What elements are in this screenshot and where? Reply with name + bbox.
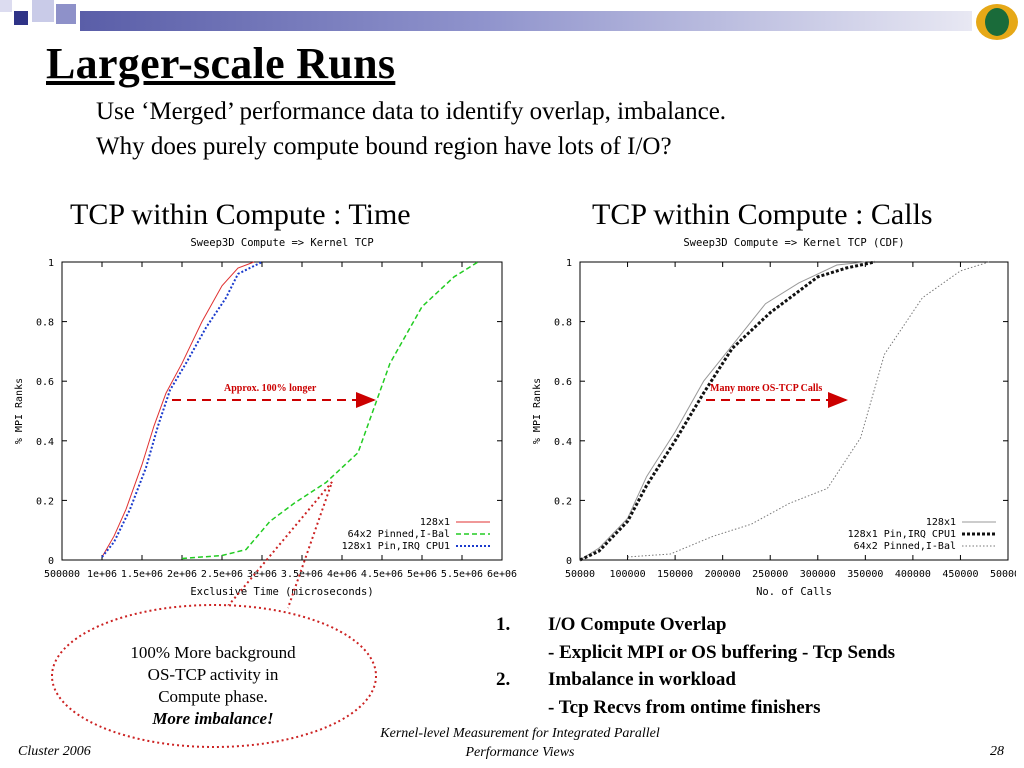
y-tick-label: 0.8 bbox=[554, 318, 572, 329]
footer-conference: Cluster 2006 bbox=[18, 744, 91, 759]
y-axis-label: % MPI Ranks bbox=[14, 378, 25, 444]
callout-line-3: Compute phase. bbox=[158, 687, 268, 706]
callout-text: 100% More background OS-TCP activity in … bbox=[88, 642, 338, 730]
header-decoration bbox=[0, 0, 80, 34]
x-tick-label: 5e+06 bbox=[407, 569, 437, 580]
plot-frame bbox=[579, 261, 1009, 561]
x-tick-label: 2e+06 bbox=[167, 569, 197, 580]
x-axis-label: Exclusive Time (microseconds) bbox=[190, 586, 373, 598]
y-tick-label: 0 bbox=[48, 556, 54, 567]
note-1-text: I/O Compute Overlap bbox=[548, 614, 727, 635]
right-annotation-label: Many more OS-TCP Calls bbox=[710, 383, 822, 394]
x-tick-label: 6e+06 bbox=[487, 569, 517, 580]
x-tick-label: 3e+06 bbox=[247, 569, 277, 580]
x-tick-label: 2.5e+06 bbox=[201, 569, 243, 580]
page-number: 28 bbox=[990, 744, 1004, 759]
series-line-2 bbox=[579, 260, 876, 562]
legend-label: 128x1 bbox=[926, 517, 956, 528]
deco-square-light bbox=[32, 0, 54, 22]
left-chart-heading: TCP within Compute : Time bbox=[70, 198, 411, 231]
callout-pointer bbox=[227, 481, 333, 609]
y-tick-label: 0.2 bbox=[36, 496, 54, 507]
footer-paper-title: Kernel-level Measurement for Integrated … bbox=[320, 724, 720, 762]
x-tick-label: 450000 bbox=[942, 569, 978, 580]
left-annotation-label: Approx. 100% longer bbox=[224, 383, 317, 394]
x-tick-label: 4.5e+06 bbox=[361, 569, 403, 580]
x-tick-label: 400000 bbox=[895, 569, 931, 580]
x-tick-label: 150000 bbox=[657, 569, 693, 580]
header-bar bbox=[80, 11, 972, 31]
series-line-3 bbox=[101, 261, 263, 558]
footer-paper-line-1: Kernel-level Measurement for Integrated … bbox=[380, 726, 660, 741]
series-line-3 bbox=[627, 261, 990, 558]
callout-emphasis: More imbalance! bbox=[152, 709, 274, 728]
x-tick-label: 350000 bbox=[847, 569, 883, 580]
x-tick-label: 500000 bbox=[44, 569, 80, 580]
university-logo bbox=[976, 4, 1018, 40]
deco-square-mid bbox=[56, 4, 76, 24]
x-axis-label: No. of Calls bbox=[756, 586, 832, 598]
y-tick-label: 0.8 bbox=[36, 318, 54, 329]
x-tick-label: 200000 bbox=[705, 569, 741, 580]
y-tick-label: 0 bbox=[566, 556, 572, 567]
x-tick-label: 5.5e+06 bbox=[441, 569, 483, 580]
subtitle-line-2: Why does purely compute bound region hav… bbox=[96, 133, 672, 160]
x-tick-label: 500000 bbox=[990, 569, 1016, 580]
footer-paper-line-2: Performance Views bbox=[465, 745, 575, 760]
series-line-1 bbox=[579, 261, 866, 561]
legend-label: 128x1 bbox=[420, 517, 450, 528]
legend-label: 64x2 Pinned,I-Bal bbox=[348, 529, 450, 540]
calls-cdf-chart: Sweep3D Compute => Kernel TCP (CDF) 0 0.2 0… bbox=[532, 237, 1016, 598]
y-tick-label: 0.4 bbox=[36, 437, 54, 448]
x-tick-label: 50000 bbox=[565, 569, 595, 580]
series-line-2 bbox=[181, 261, 479, 560]
right-chart-heading: TCP within Compute : Calls bbox=[592, 198, 933, 231]
legend-label: 128x1 Pin,IRQ CPU1 bbox=[848, 529, 956, 540]
deco-square-dark bbox=[14, 11, 28, 25]
y-tick-label: 0.6 bbox=[554, 377, 572, 388]
callout-line-2: OS-TCP activity in bbox=[147, 665, 279, 684]
x-tick-label: 250000 bbox=[752, 569, 788, 580]
x-tick-label: 1e+06 bbox=[87, 569, 117, 580]
x-tick-label: 4e+06 bbox=[327, 569, 357, 580]
x-tick-label: 300000 bbox=[800, 569, 836, 580]
callout-ellipse bbox=[51, 604, 377, 748]
note-2-number: 2. bbox=[496, 669, 511, 690]
callout-line-1: 100% More background bbox=[130, 643, 296, 662]
y-axis-label: % MPI Ranks bbox=[532, 378, 543, 444]
chart-title: Sweep3D Compute => Kernel TCP bbox=[190, 237, 373, 249]
subtitle-line-1: Use ‘Merged’ performance data to identif… bbox=[96, 98, 727, 125]
series-line-1 bbox=[101, 261, 255, 558]
slide-title: Larger-scale Runs bbox=[46, 39, 396, 88]
legend-label: 128x1 Pin,IRQ CPU1 bbox=[342, 541, 450, 552]
y-tick-label: 0.4 bbox=[554, 437, 572, 448]
note-2-text: Imbalance in workload bbox=[548, 669, 736, 690]
y-tick-label: 0.6 bbox=[36, 377, 54, 388]
y-tick-label: 0.2 bbox=[554, 496, 572, 507]
legend-label: 64x2 Pinned,I-Bal bbox=[854, 541, 956, 552]
chart-title: Sweep3D Compute => Kernel TCP (CDF) bbox=[683, 237, 904, 249]
note-1-number: 1. bbox=[496, 614, 511, 635]
x-tick-label: 3.5e+06 bbox=[281, 569, 323, 580]
y-tick-label: 1 bbox=[566, 258, 572, 269]
note-2-detail: - Tcp Recvs from ontime finishers bbox=[548, 697, 821, 718]
note-1-detail: - Explicit MPI or OS buffering - Tcp Sen… bbox=[548, 642, 895, 663]
y-tick-label: 1 bbox=[48, 258, 54, 269]
time-cdf-chart: Sweep3D Compute => Kernel TCP 0 0.2 0.4 0.6 0… bbox=[14, 237, 517, 598]
plot-frame bbox=[61, 261, 503, 561]
x-tick-label: 100000 bbox=[609, 569, 645, 580]
deco-square-pale bbox=[0, 0, 12, 12]
x-tick-label: 1.5e+06 bbox=[121, 569, 163, 580]
